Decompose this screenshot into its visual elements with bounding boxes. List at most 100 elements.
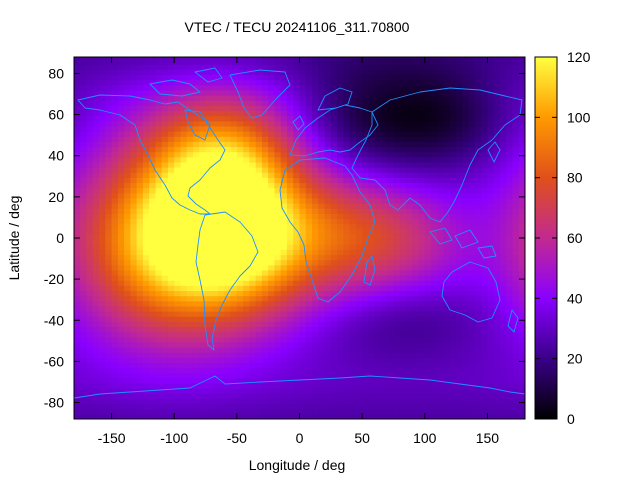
heatmap-cell: [499, 316, 507, 322]
heatmap-cell: [330, 197, 338, 204]
heatmap-cell: [481, 100, 489, 106]
heatmap-cell: [199, 223, 207, 230]
heatmap-cell: [74, 352, 81, 358]
heatmap-cell: [462, 100, 470, 106]
heatmap-cell: [99, 161, 106, 168]
heatmap-cell: [124, 218, 131, 225]
heatmap-cell: [286, 74, 294, 81]
heatmap-cell: [337, 197, 344, 204]
heatmap-cell: [205, 377, 213, 384]
heatmap-cell: [437, 64, 445, 70]
heatmap-cell: [218, 357, 225, 364]
heatmap-cell: [443, 372, 451, 379]
heatmap-cell: [149, 295, 157, 302]
heatmap-cell: [462, 203, 470, 209]
heatmap-cell: [280, 372, 288, 379]
heatmap-cell: [512, 372, 520, 379]
heatmap-cell: [186, 95, 194, 101]
heatmap-cell: [117, 305, 125, 312]
heatmap-cell: [174, 89, 182, 96]
heatmap-cell: [399, 316, 407, 322]
heatmap-cell: [80, 151, 88, 158]
heatmap-cell: [255, 357, 263, 364]
heatmap-cell: [399, 383, 407, 389]
heatmap-cell: [255, 105, 263, 112]
heatmap-cell: [142, 275, 150, 281]
heatmap-cell: [117, 156, 125, 163]
heatmap-cell: [324, 120, 332, 127]
heatmap-cell: [236, 269, 244, 276]
heatmap-cell: [167, 233, 175, 240]
heatmap-cell: [230, 264, 238, 271]
heatmap-cell: [74, 341, 81, 348]
heatmap-cell: [92, 372, 100, 379]
heatmap-cell: [268, 197, 276, 204]
heatmap-cell: [155, 403, 163, 410]
heatmap-cell: [387, 218, 395, 225]
heatmap-cell: [405, 84, 413, 91]
heatmap-cell: [393, 105, 401, 112]
heatmap-cell: [124, 290, 131, 297]
heatmap-cell: [487, 95, 495, 101]
heatmap-cell: [268, 203, 276, 209]
heatmap-cell: [74, 100, 81, 106]
heatmap-cell: [211, 249, 219, 256]
heatmap-cell: [255, 326, 263, 333]
heatmap-cell: [412, 131, 420, 137]
heatmap-cell: [337, 125, 344, 132]
heatmap-cell: [330, 110, 338, 117]
heatmap-cell: [180, 115, 188, 122]
heatmap-cell: [142, 125, 150, 132]
heatmap-cell: [255, 388, 263, 394]
heatmap-cell: [330, 228, 338, 235]
heatmap-cell: [142, 336, 150, 343]
heatmap-cell: [456, 131, 463, 137]
heatmap-cell: [387, 197, 395, 204]
heatmap-cell: [268, 172, 276, 178]
heatmap-cell: [236, 403, 244, 410]
heatmap-cell: [487, 172, 495, 178]
heatmap-cell: [318, 192, 326, 199]
heatmap-cell: [449, 264, 457, 271]
heatmap-cell: [462, 398, 470, 405]
heatmap-cell: [74, 187, 81, 194]
heatmap-cell: [418, 218, 426, 225]
heatmap-cell: [431, 280, 438, 286]
heatmap-cell: [481, 295, 489, 302]
heatmap-cell: [193, 326, 200, 333]
heatmap-cell: [274, 213, 282, 220]
heatmap-cell: [286, 321, 294, 328]
heatmap-cell: [218, 388, 225, 394]
heatmap-cell: [499, 249, 507, 256]
heatmap-cell: [305, 146, 313, 153]
heatmap-cell: [249, 120, 257, 127]
heatmap-cell: [387, 167, 395, 173]
heatmap-cell: [387, 100, 395, 106]
heatmap-cell: [418, 393, 426, 400]
heatmap-cell: [80, 120, 88, 127]
heatmap-cell: [286, 275, 294, 281]
heatmap-cell: [437, 105, 445, 112]
heatmap-cell: [180, 218, 188, 225]
heatmap-cell: [249, 156, 257, 163]
heatmap-cell: [86, 177, 94, 184]
heatmap-cell: [305, 74, 313, 81]
heatmap-cell: [161, 239, 169, 245]
heatmap-cell: [243, 300, 250, 307]
heatmap-cell: [443, 146, 451, 153]
heatmap-cell: [124, 59, 131, 65]
heatmap-cell: [512, 367, 520, 374]
heatmap-cell: [324, 197, 332, 204]
heatmap-cell: [124, 280, 131, 286]
heatmap-cell: [380, 398, 388, 405]
heatmap-cell: [299, 95, 307, 101]
heatmap-cell: [337, 383, 344, 389]
heatmap-cell: [456, 393, 463, 400]
heatmap-cell: [487, 131, 495, 137]
heatmap-cell: [199, 336, 207, 343]
heatmap-cell: [337, 59, 344, 65]
heatmap-cell: [499, 233, 507, 240]
heatmap-cell: [249, 187, 257, 194]
heatmap-cell: [261, 218, 269, 225]
heatmap-cell: [255, 213, 263, 220]
